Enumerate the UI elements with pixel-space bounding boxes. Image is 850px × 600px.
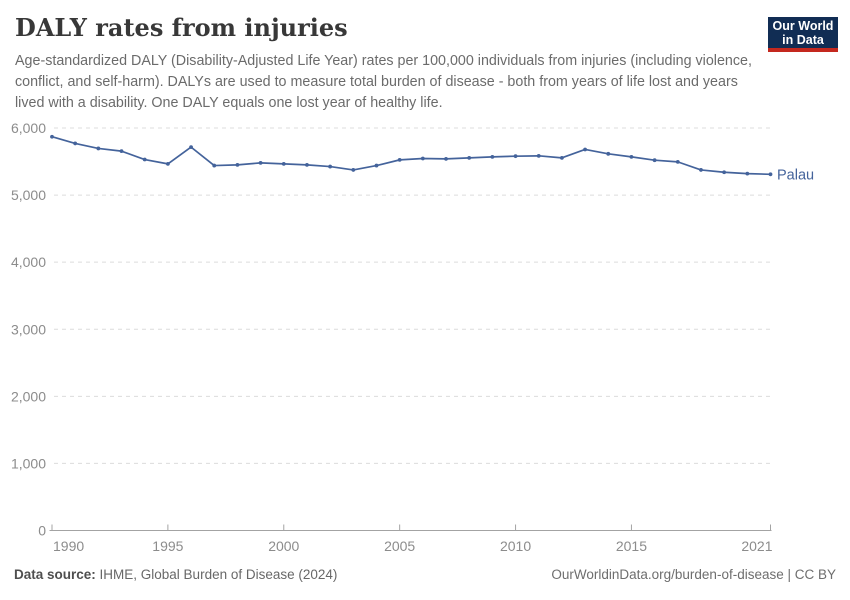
data-point xyxy=(675,159,680,164)
x-axis-tick-label: 2005 xyxy=(384,538,415,554)
chart-subtitle: Age-standardized DALY (Disability-Adjust… xyxy=(15,53,752,111)
y-axis-tick-label: 6,000 xyxy=(11,120,46,136)
y-axis-tick-label: 2,000 xyxy=(11,388,46,404)
owid-logo: Our World in Data xyxy=(768,17,838,52)
x-axis-tick-label: 1995 xyxy=(152,538,183,554)
data-point xyxy=(536,153,541,158)
y-axis-tick-label: 5,000 xyxy=(11,187,46,203)
y-axis-tick-label: 1,000 xyxy=(11,455,46,471)
data-point xyxy=(722,170,727,175)
data-point xyxy=(745,171,750,176)
x-axis-tick-label: 2015 xyxy=(616,538,647,554)
owid-logo-line1: Our World xyxy=(772,19,834,33)
owid-logo-red-bar xyxy=(768,48,838,52)
data-point xyxy=(420,156,425,161)
data-source-label: Data source: xyxy=(14,567,96,582)
data-point xyxy=(328,164,333,169)
data-point xyxy=(629,154,634,159)
x-axis-tick-label: 2000 xyxy=(268,538,299,554)
x-axis-tick-label: 2021 xyxy=(741,538,772,554)
data-point xyxy=(212,163,217,168)
data-point xyxy=(281,161,286,166)
series-label-palau: Palau xyxy=(777,167,814,183)
data-point xyxy=(467,155,472,160)
data-point xyxy=(606,151,611,156)
page-title: DALY rates from injuries xyxy=(15,13,348,42)
data-point xyxy=(142,157,147,162)
data-source: Data source: IHME, Global Burden of Dise… xyxy=(14,567,337,582)
x-axis-tick-label: 2010 xyxy=(500,538,531,554)
data-point xyxy=(513,154,518,159)
data-point xyxy=(652,158,657,163)
data-point xyxy=(768,172,773,177)
data-point xyxy=(490,154,495,159)
x-axis-tick-label: 1990 xyxy=(53,538,84,554)
y-axis-tick-label: 0 xyxy=(38,523,46,539)
owid-logo-text: Our World in Data xyxy=(768,17,838,48)
data-point xyxy=(189,145,193,150)
data-point xyxy=(397,157,402,162)
data-point xyxy=(235,162,240,167)
data-point xyxy=(699,168,703,172)
data-point xyxy=(119,149,124,154)
data-point xyxy=(351,168,356,172)
owid-logo-line2: in Data xyxy=(782,33,824,47)
data-point xyxy=(50,134,54,139)
data-point xyxy=(258,160,263,165)
y-axis-tick-label: 4,000 xyxy=(11,254,46,270)
data-source-value: IHME, Global Burden of Disease (2024) xyxy=(95,567,338,582)
data-point xyxy=(560,155,564,160)
data-point xyxy=(305,162,309,167)
chart-footer: Data source: IHME, Global Burden of Dise… xyxy=(0,567,850,582)
data-line xyxy=(51,135,772,176)
data-point xyxy=(374,163,379,168)
data-point xyxy=(73,141,78,146)
data-point xyxy=(583,147,587,152)
y-axis-tick-label: 3,000 xyxy=(11,321,46,337)
credit-text: OurWorldinData.org/burden-of-disease | C… xyxy=(551,567,836,582)
data-point xyxy=(444,156,448,161)
data-point xyxy=(96,146,101,151)
data-point xyxy=(165,161,170,166)
